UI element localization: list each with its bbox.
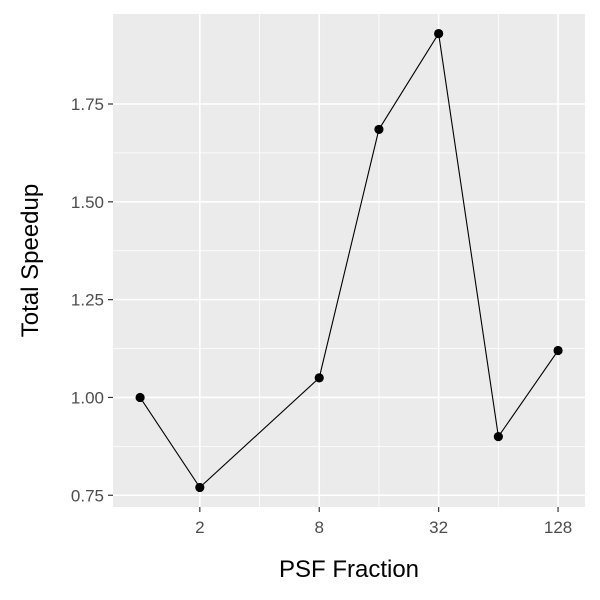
data-point <box>374 124 384 135</box>
series-layer <box>135 28 563 493</box>
y-tick-label: 1.75 <box>71 95 104 114</box>
x-axis-title: PSF Fraction <box>279 556 419 583</box>
data-point <box>314 373 324 383</box>
y-tick-label: 0.75 <box>71 486 104 505</box>
y-tick-label: 1.50 <box>71 193 104 212</box>
data-point <box>195 482 205 493</box>
data-point <box>434 28 444 39</box>
y-axis-title: Total Speedup <box>17 184 44 337</box>
data-point <box>135 392 145 403</box>
x-tick-label: 32 <box>429 518 448 537</box>
y-tick-label: 1.00 <box>71 388 104 407</box>
y-tick-label: 1.25 <box>71 291 104 310</box>
axis-ticks <box>108 103 559 512</box>
x-tick-label: 8 <box>314 518 323 537</box>
grid-minor <box>113 14 585 507</box>
data-point <box>553 345 563 356</box>
data-point <box>493 431 503 442</box>
x-tick-label: 128 <box>544 518 572 537</box>
panel-background <box>113 14 585 507</box>
tick-labels: 2 8 32 128 0.75 1.00 1.25 1.50 1.75 <box>71 95 572 537</box>
grid-major <box>113 14 585 507</box>
x-tick-label: 2 <box>195 518 204 537</box>
